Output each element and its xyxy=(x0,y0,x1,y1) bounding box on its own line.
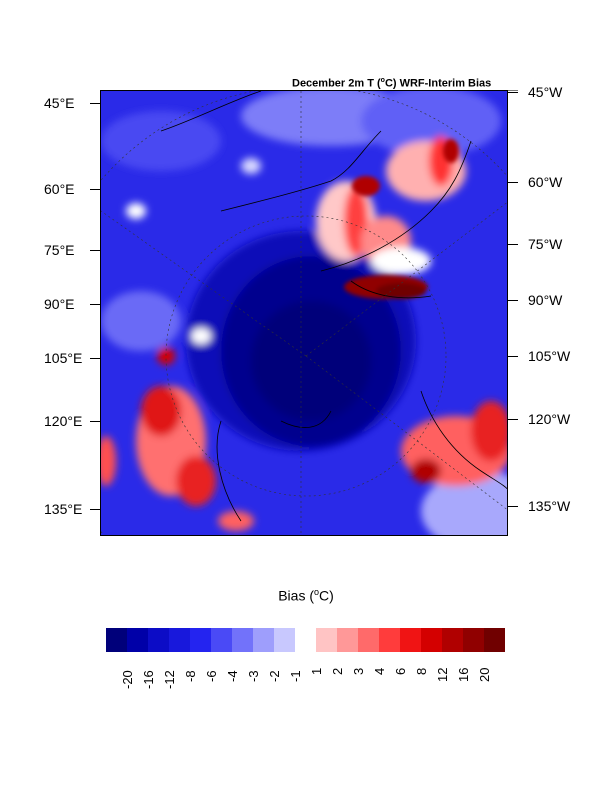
colorbar-title: Bias (oC) xyxy=(278,587,334,604)
bias-region-warm xyxy=(218,511,254,531)
colorbar-box xyxy=(190,628,211,652)
coastline xyxy=(350,280,432,299)
colorbar-label: -12 xyxy=(162,670,177,689)
coastline xyxy=(420,390,507,490)
bias-region-cold xyxy=(251,301,371,421)
axis-tick xyxy=(90,421,100,422)
colorbar-box xyxy=(484,628,505,652)
bias-region-warm xyxy=(101,436,116,486)
colorbar-label: 16 xyxy=(456,667,471,682)
bias-field xyxy=(101,91,507,535)
colorbar-label: 4 xyxy=(372,667,387,675)
lon-label-left: 75°E xyxy=(44,242,75,258)
colorbar-label: 8 xyxy=(414,667,429,675)
colorbar-label: 1 xyxy=(309,667,324,675)
bias-region-light xyxy=(361,91,501,156)
lon-label-right: 135°W xyxy=(528,498,571,514)
bias-region-neutral xyxy=(126,203,146,219)
lon-label-left: 45°E xyxy=(44,95,75,111)
colorbar-box xyxy=(295,628,316,652)
coastline xyxy=(220,130,382,212)
bias-region-hot xyxy=(443,139,459,163)
coastline xyxy=(216,420,242,522)
colorbar-label: -1 xyxy=(288,670,303,682)
bias-region-warm xyxy=(411,459,441,483)
lon-label-right: 60°W xyxy=(528,174,563,190)
bias-region-light xyxy=(101,111,221,171)
axis-tick xyxy=(90,304,100,305)
axis-tick xyxy=(508,244,518,245)
axis-tick xyxy=(90,358,100,359)
colorbar-label: 3 xyxy=(351,667,366,675)
colorbar-box xyxy=(442,628,463,652)
colorbar-box xyxy=(253,628,274,652)
colorbar xyxy=(106,628,505,652)
graticule-circle xyxy=(165,215,447,497)
bias-region-hot xyxy=(352,176,380,196)
lon-label-left: 60°E xyxy=(44,181,75,197)
colorbar-box xyxy=(400,628,421,652)
bias-region-light xyxy=(101,291,181,351)
colorbar-label: -16 xyxy=(141,670,156,689)
colorbar-label: -3 xyxy=(246,670,261,682)
lon-label-left: 135°E xyxy=(44,501,83,517)
colorbar-label: 2 xyxy=(330,667,345,675)
coastline xyxy=(320,140,472,272)
bias-map xyxy=(100,90,508,536)
axis-tick xyxy=(90,103,100,104)
colorbar-label: 12 xyxy=(435,667,450,682)
axis-tick xyxy=(90,189,100,190)
colorbar-box xyxy=(274,628,295,652)
axis-tick xyxy=(508,92,518,93)
bias-region-warm xyxy=(471,401,507,461)
coastline xyxy=(280,410,332,428)
axis-tick xyxy=(90,250,100,251)
colorbar-label: -6 xyxy=(204,670,219,682)
colorbar-label: 20 xyxy=(477,667,492,682)
axis-tick xyxy=(508,182,518,183)
lon-label-left: 120°E xyxy=(44,413,83,429)
axis-tick xyxy=(508,506,518,507)
lon-label-right: 120°W xyxy=(528,411,571,427)
bias-region-neutral xyxy=(241,158,261,174)
colorbar-box xyxy=(337,628,358,652)
colorbar-label: -8 xyxy=(183,670,198,682)
coastline xyxy=(160,91,262,132)
colorbar-box xyxy=(358,628,379,652)
colorbar-label: -20 xyxy=(120,670,135,689)
colorbar-box xyxy=(106,628,127,652)
bias-region-warm xyxy=(141,386,181,436)
bias-region-hot xyxy=(376,283,426,299)
lon-label-right: 45°W xyxy=(528,84,563,100)
lon-label-right: 90°W xyxy=(528,292,563,308)
colorbar-box xyxy=(127,628,148,652)
bias-region-neutral xyxy=(191,328,211,344)
colorbar-box xyxy=(463,628,484,652)
lon-label-left: 90°E xyxy=(44,296,75,312)
colorbar-box xyxy=(169,628,190,652)
bias-region-light xyxy=(421,471,507,535)
colorbar-label: 6 xyxy=(393,667,408,675)
axis-tick xyxy=(508,419,518,420)
graticule-line xyxy=(101,210,307,357)
bias-region-warm xyxy=(176,456,216,506)
axis-tick xyxy=(90,509,100,510)
axis-tick xyxy=(508,356,518,357)
colorbar-label: -4 xyxy=(225,670,240,682)
colorbar-box xyxy=(379,628,400,652)
colorbar-box xyxy=(316,628,337,652)
colorbar-box xyxy=(148,628,169,652)
colorbar-label: -2 xyxy=(267,670,282,682)
colorbar-box xyxy=(211,628,232,652)
bias-region-neutral xyxy=(371,247,431,275)
colorbar-box xyxy=(421,628,442,652)
lon-label-right: 105°W xyxy=(528,348,571,364)
axis-tick xyxy=(508,300,518,301)
map-title: December 2m T (oC) WRF-Interim Bias xyxy=(292,77,492,90)
lon-label-left: 105°E xyxy=(44,350,83,366)
bias-region-warm xyxy=(157,347,175,365)
colorbar-box xyxy=(232,628,253,652)
lon-label-right: 75°W xyxy=(528,236,563,252)
